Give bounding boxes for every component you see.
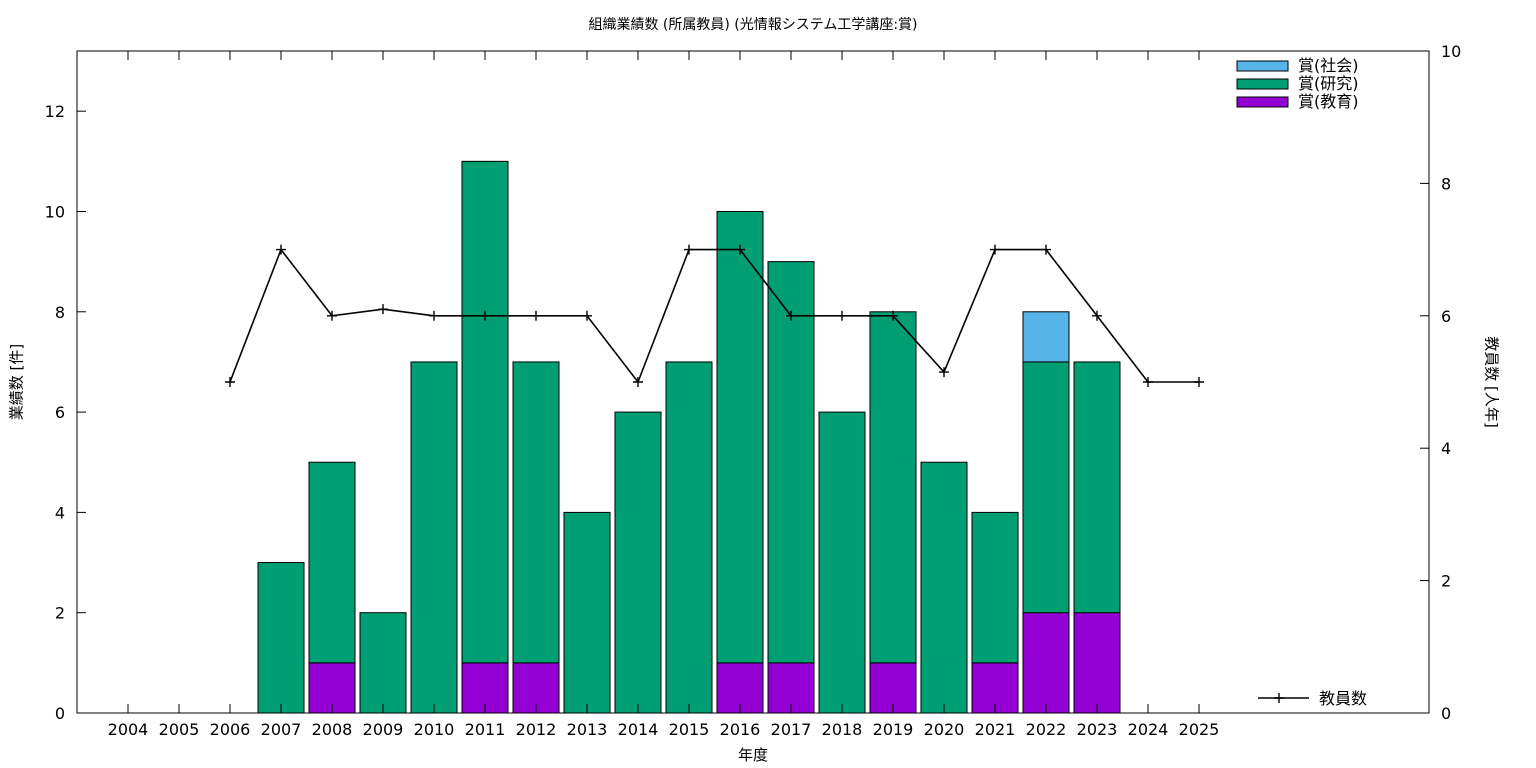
staff-point-2012 (531, 310, 541, 321)
x-tick-label: 2023 (1077, 720, 1118, 739)
y2-tick-label: 0 (1441, 704, 1451, 723)
bar-2013-series-1 (563, 511, 611, 714)
staff-line-group (225, 244, 1204, 387)
y-tick-label: 4 (55, 503, 65, 522)
bar-2007-series-1 (257, 562, 305, 714)
staff-point-2007 (276, 244, 286, 255)
legend-swatch-1 (1236, 78, 1289, 90)
bar-2015-series-1 (665, 361, 713, 714)
staff-point-2006 (225, 377, 235, 387)
x-tick-label: 2022 (1026, 720, 1067, 739)
staff-point-2016 (735, 244, 745, 255)
x-tick-label: 2013 (567, 720, 608, 739)
staff-point-2018 (837, 310, 847, 321)
bar-2012-series-1 (512, 361, 560, 664)
bar-2009-series-1 (359, 612, 407, 714)
x-tick-label: 2016 (720, 720, 761, 739)
y-tick-label: 8 (55, 303, 65, 322)
x-tick-label: 2018 (822, 720, 863, 739)
y-tick-label: 12 (45, 102, 65, 121)
staff-point-2017 (786, 310, 796, 321)
staff-point-2024 (1143, 377, 1153, 387)
x-tick-label: 2006 (210, 720, 251, 739)
bar-2011-series-1 (461, 160, 509, 664)
x-tick-label: 2025 (1179, 720, 1220, 739)
x-tick-label: 2014 (618, 720, 659, 739)
staff-point-2013 (582, 310, 592, 321)
x-tick-label: 2007 (261, 720, 302, 739)
bar-2022-series-0 (1022, 612, 1070, 714)
staff-point-2022 (1041, 244, 1051, 255)
x-tick-label: 2010 (414, 720, 455, 739)
bar-2016-series-1 (716, 210, 764, 664)
x-tick-label: 2004 (108, 720, 149, 739)
staff-line (229, 247, 1199, 384)
bar-2014-series-1 (614, 411, 662, 714)
staff-point-2020 (939, 367, 949, 378)
staff-point-2025 (1194, 377, 1204, 387)
y2-tick-label: 2 (1441, 572, 1451, 591)
axes-group: 0 2 4 6 8 10 12 0 2 4 6 8 10 2004 2005 2006 2007 2008 2009… (45, 42, 1462, 739)
y2-tick-label: 8 (1441, 174, 1451, 193)
x-tick-label: 2017 (771, 720, 812, 739)
legend-label-2: 賞(教育) (1298, 92, 1359, 111)
x-tick-label: 2012 (516, 720, 557, 739)
bar-2022-series-2 (1022, 311, 1070, 363)
y2-tick-label: 6 (1441, 307, 1451, 326)
x-tick-label: 2008 (312, 720, 353, 739)
bar-2023-series-0 (1073, 612, 1121, 714)
staff-point-2019 (888, 310, 898, 321)
staff-point-2009 (378, 304, 388, 315)
staff-point-2023 (1092, 310, 1102, 321)
y2-tick-label: 10 (1441, 42, 1461, 61)
plot-frame (76, 50, 1430, 714)
bar-2019-series-1 (869, 311, 917, 664)
x-tick-label: 2015 (669, 720, 710, 739)
x-tick-label: 2020 (924, 720, 965, 739)
legend-swatch-2 (1236, 96, 1289, 108)
bar-2018-series-1 (818, 411, 866, 714)
staff-point-2015 (684, 244, 694, 255)
bar-2010-series-1 (410, 361, 458, 714)
legend-swatch-0 (1236, 60, 1289, 72)
legend-label-1: 賞(研究) (1298, 74, 1359, 93)
y-tick-label: 0 (55, 704, 65, 723)
x-tick-label: 2011 (465, 720, 506, 739)
bar-2008-series-1 (308, 461, 356, 664)
bar-2022-series-1 (1022, 361, 1070, 614)
legend-group: 賞(社会)賞(研究)賞(教育) 教員数 (1236, 56, 1367, 708)
chart-title: 組織業績数 (所属教員) (光情報システム工学講座:賞) (588, 17, 918, 33)
y-tick-label: 2 (55, 604, 65, 623)
legend-line-marker (1274, 693, 1284, 703)
staff-point-2014 (633, 377, 643, 387)
x-tick-label: 2009 (363, 720, 404, 739)
bar-2020-series-1 (920, 461, 968, 714)
staff-point-2008 (327, 310, 337, 321)
y-tick-label: 6 (55, 403, 65, 422)
x-tick-label: 2021 (975, 720, 1016, 739)
x-tick-label: 2024 (1128, 720, 1169, 739)
legend-label-line: 教員数 (1319, 689, 1367, 708)
x-tick-label: 2005 (159, 720, 200, 739)
bars-group (257, 160, 1121, 714)
bar-2023-series-1 (1073, 361, 1121, 614)
y2-tick-label: 4 (1441, 439, 1451, 458)
x-axis-label: 年度 (737, 746, 768, 764)
bar-2021-series-1 (971, 511, 1019, 664)
bar-2017-series-1 (767, 261, 815, 664)
staff-point-2010 (429, 310, 439, 321)
staff-point-2021 (990, 244, 1000, 255)
x-tick-label: 2019 (873, 720, 914, 739)
y-tick-label: 10 (45, 202, 65, 221)
staff-point-2011 (480, 310, 490, 321)
legend-label-0: 賞(社会) (1298, 56, 1359, 75)
